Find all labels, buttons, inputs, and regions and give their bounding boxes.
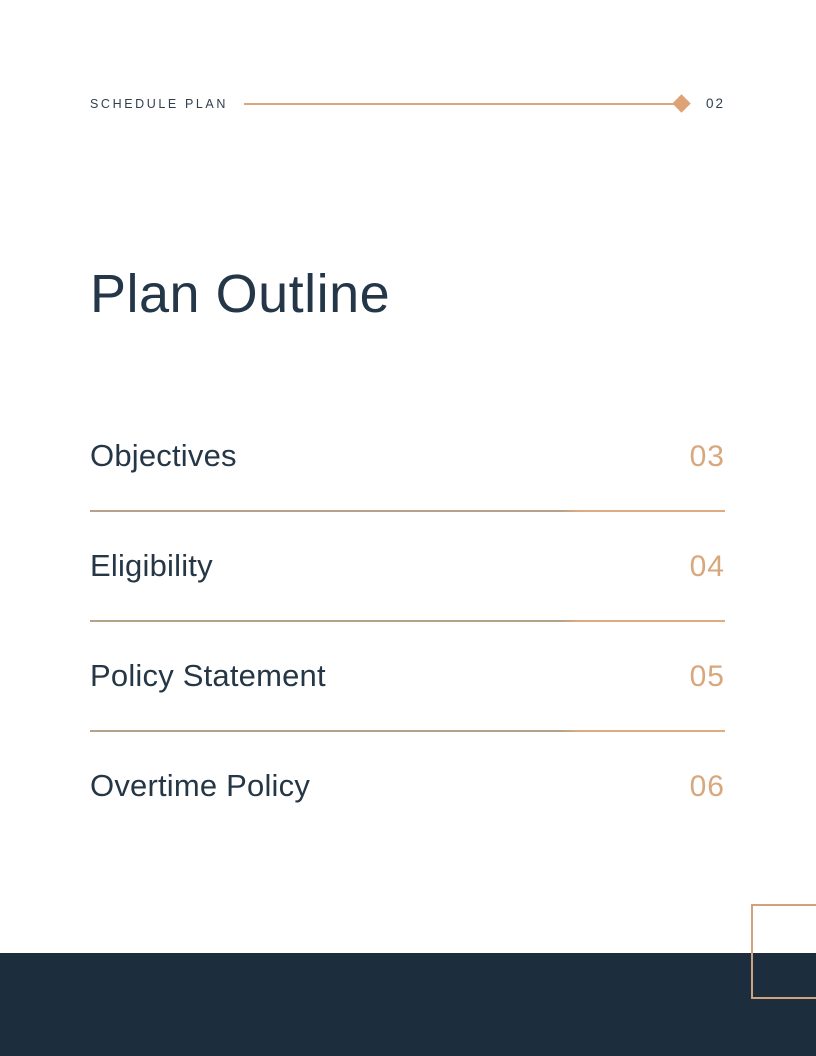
- toc-row: Policy Statement 05: [90, 654, 725, 699]
- toc-item: Overtime Policy 06: [90, 764, 725, 809]
- toc-divider-line: [90, 510, 725, 512]
- toc-row: Overtime Policy 06: [90, 764, 725, 809]
- toc-item-label: Objectives: [90, 438, 237, 473]
- toc-item-label: Policy Statement: [90, 658, 326, 693]
- toc-item-page-number: 04: [689, 550, 725, 583]
- toc-row: Eligibility 04: [90, 544, 725, 589]
- toc-divider-line: [90, 730, 725, 732]
- toc-item-label: Overtime Policy: [90, 768, 311, 803]
- header-page-number: 02: [705, 96, 725, 111]
- header-rule-line: [244, 102, 679, 105]
- toc-row: Objectives 03: [90, 434, 725, 479]
- header-label: SCHEDULE PLAN: [90, 96, 228, 111]
- toc-item-label: Eligibility: [90, 548, 213, 583]
- diamond-icon: [672, 94, 691, 113]
- footer-band: [0, 953, 816, 1056]
- toc-item: Policy Statement 05: [90, 654, 725, 732]
- corner-square-ornament: [751, 904, 816, 999]
- toc-item-page-number: 05: [689, 660, 725, 693]
- toc-item-page-number: 06: [689, 770, 725, 803]
- page-title: Plan Outline: [90, 264, 391, 324]
- toc-list: Objectives 03 Eligibility 04 Policy Stat…: [90, 434, 725, 840]
- page-header: SCHEDULE PLAN 02: [90, 94, 725, 113]
- toc-item-page-number: 03: [689, 440, 725, 473]
- toc-item: Eligibility 04: [90, 544, 725, 622]
- toc-item: Objectives 03: [90, 434, 725, 512]
- toc-divider-line: [90, 620, 725, 622]
